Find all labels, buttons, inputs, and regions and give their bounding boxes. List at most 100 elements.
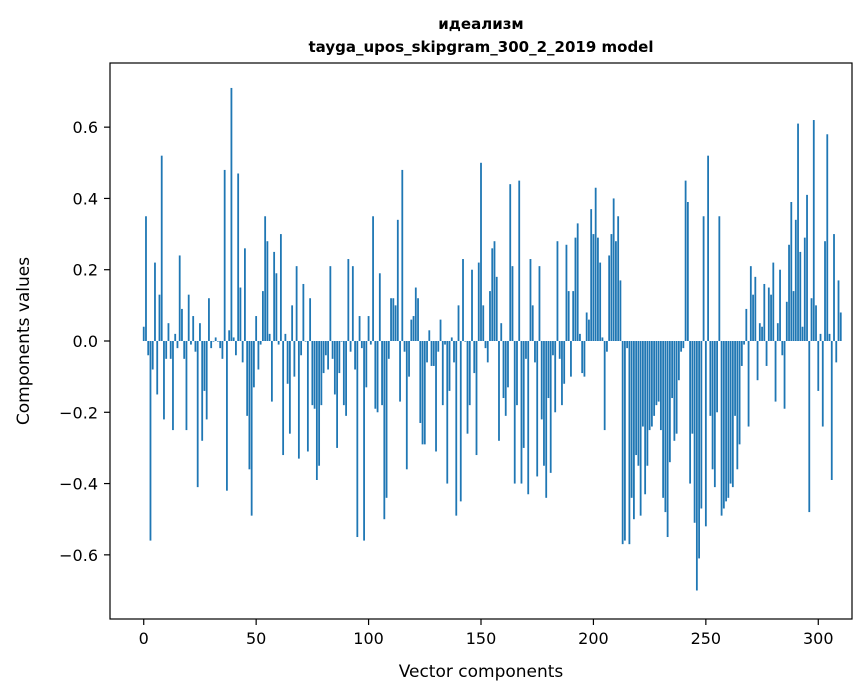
bar-297	[810, 298, 813, 341]
bar-238	[677, 341, 680, 381]
bar-200	[592, 234, 595, 341]
bar-128	[430, 341, 433, 366]
bar-288	[790, 202, 793, 341]
y-tick-label: 0.2	[73, 261, 98, 280]
bar-308	[835, 341, 838, 363]
bar-165	[513, 341, 516, 484]
bar-17	[181, 308, 183, 341]
bar-7	[158, 294, 161, 341]
bar-86	[336, 341, 338, 448]
bar-214	[624, 341, 626, 541]
bar-0	[142, 326, 145, 341]
bar-218	[633, 341, 635, 520]
bar-158	[498, 341, 500, 441]
bar-108	[385, 341, 388, 498]
bar-229	[657, 341, 660, 402]
bar-72	[304, 341, 307, 342]
bar-14	[174, 333, 177, 341]
bar-105	[378, 273, 381, 341]
bar-126	[426, 341, 428, 363]
bar-291	[797, 123, 799, 341]
x-axis-ticks: 0 50 100 150 200 250 300	[139, 619, 834, 648]
bar-20	[187, 294, 190, 341]
bar-141	[459, 341, 462, 502]
bar-52	[259, 341, 262, 345]
bar-120	[412, 316, 415, 341]
bar-220	[637, 341, 640, 466]
bar-305	[828, 333, 831, 341]
bar-68	[295, 266, 298, 341]
bar-279	[770, 294, 772, 341]
bar-34	[219, 341, 222, 349]
bar-116	[403, 341, 406, 352]
bar-69	[297, 341, 300, 459]
bar-304	[826, 134, 829, 341]
bar-212	[619, 280, 622, 341]
x-tick-label: 100	[353, 629, 384, 648]
bar-293	[801, 326, 804, 341]
bar-41	[235, 341, 237, 356]
bar-156	[493, 241, 496, 341]
bar-112	[394, 305, 397, 341]
x-tick-label: 200	[578, 629, 609, 648]
bar-192	[574, 237, 577, 341]
bar-30	[210, 341, 213, 349]
bar-101	[369, 341, 372, 345]
bar-163	[509, 184, 512, 341]
bar-202	[597, 237, 599, 341]
bar-2	[147, 341, 150, 356]
bar-189	[567, 291, 570, 341]
bar-302	[821, 341, 824, 427]
bar-95	[356, 341, 359, 538]
bar-178	[543, 341, 545, 466]
bar-172	[529, 259, 532, 341]
bar-248	[700, 341, 703, 509]
bar-3	[149, 341, 152, 541]
bar-191	[572, 291, 575, 341]
bar-51	[257, 341, 260, 370]
bar-109	[387, 341, 390, 359]
bar-73	[306, 341, 309, 452]
bar-270	[749, 266, 752, 341]
y-tick-label: −0.2	[59, 403, 98, 422]
bar-94	[354, 341, 356, 370]
bar-283	[779, 269, 781, 341]
bar-175	[536, 341, 539, 477]
bar-62	[282, 341, 285, 456]
bar-87	[338, 341, 341, 374]
bar-27	[203, 341, 206, 391]
bar-245	[693, 341, 696, 523]
bar-171	[527, 341, 530, 495]
bar-282	[776, 323, 779, 341]
bar-249	[702, 216, 705, 341]
bar-210	[615, 241, 617, 341]
bar-19	[185, 341, 188, 431]
bar-264	[736, 341, 739, 470]
bar-117	[405, 341, 408, 470]
bar-135	[446, 341, 449, 484]
bar-251	[707, 155, 709, 341]
bar-174	[534, 341, 536, 363]
bar-25	[199, 323, 201, 341]
bar-151	[482, 305, 485, 341]
bar-139	[455, 341, 458, 516]
bar-310	[839, 312, 842, 341]
x-tick-label: 0	[139, 629, 149, 648]
bar-118	[408, 341, 410, 377]
bar-150	[480, 162, 482, 341]
bar-252	[709, 341, 712, 416]
bar-143	[464, 341, 467, 342]
bar-43	[239, 287, 242, 341]
bar-198	[588, 319, 590, 341]
bar-134	[444, 341, 446, 345]
bar-233	[666, 341, 669, 538]
y-tick-label: 0.4	[73, 189, 98, 208]
y-tick-label: −0.4	[59, 475, 98, 494]
bar-186	[561, 341, 563, 406]
bar-225	[648, 341, 651, 431]
bar-130	[435, 341, 437, 452]
bar-177	[540, 341, 543, 420]
bar-18	[183, 341, 186, 359]
bar-162	[507, 341, 509, 388]
bar-157	[495, 276, 498, 341]
